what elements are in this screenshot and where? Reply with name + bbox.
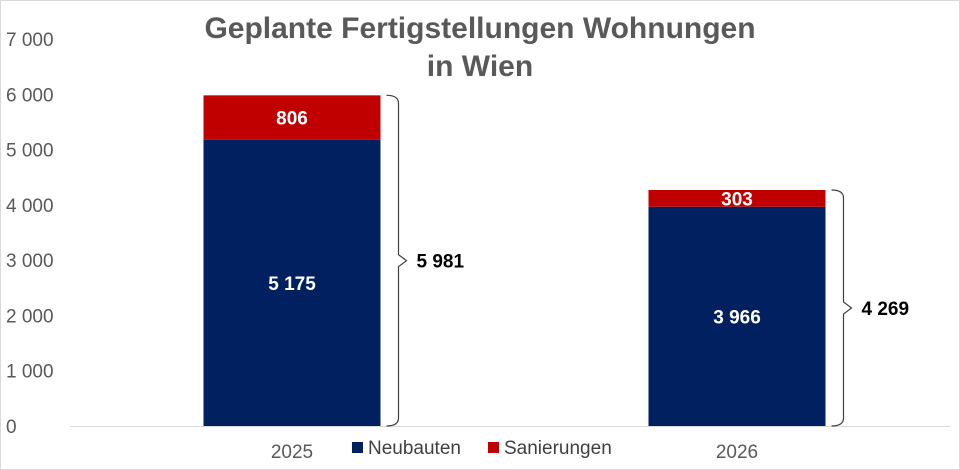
y-tick-label: 4 000: [6, 196, 54, 217]
x-tick-label: 2025: [271, 442, 313, 463]
legend-swatch-neubauten: [352, 442, 363, 453]
total-bracket: [386, 94, 408, 427]
bars: 5 175 806 5 981 2025 3 966 303 4 269 2026: [203, 94, 910, 463]
legend-label-sanierungen: Sanierungen: [504, 438, 612, 459]
legend-label-neubauten: Neubauten: [368, 438, 461, 459]
chart-title-line2: in Wien: [427, 50, 533, 83]
data-label: 806: [276, 109, 308, 130]
y-tick-label: 7 000: [6, 30, 54, 51]
total-label: 5 981: [417, 252, 465, 273]
data-label: 3 966: [713, 307, 761, 328]
y-tick-label: 2 000: [6, 306, 54, 327]
bar-neubauten-2026: [648, 206, 826, 426]
y-tick-label: 3 000: [6, 251, 54, 272]
x-tick-label: 2026: [716, 442, 758, 463]
y-tick-label: 0: [6, 417, 17, 438]
data-label: 303: [721, 189, 753, 210]
y-tick-label: 1 000: [6, 362, 54, 383]
bar-neubauten-2025: [203, 139, 381, 426]
bar-sanierungen-2026: [648, 189, 826, 207]
chart-title-line1: Geplante Fertigstellungen Wohnungen: [204, 12, 755, 45]
y-tick-label: 5 000: [6, 141, 54, 162]
bar-sanierungen-2025: [203, 95, 381, 140]
y-tick-label: 6 000: [6, 85, 54, 106]
y-axis: 0 1 000 2 000 3 000 4 000 5 000 6 000 7 000: [6, 30, 54, 438]
legend: Neubauten Sanierungen: [352, 438, 612, 459]
legend-swatch-sanierungen: [488, 442, 499, 453]
data-label: 5 175: [268, 274, 316, 295]
total-label: 4 269: [862, 299, 910, 320]
total-bracket: [831, 189, 853, 427]
